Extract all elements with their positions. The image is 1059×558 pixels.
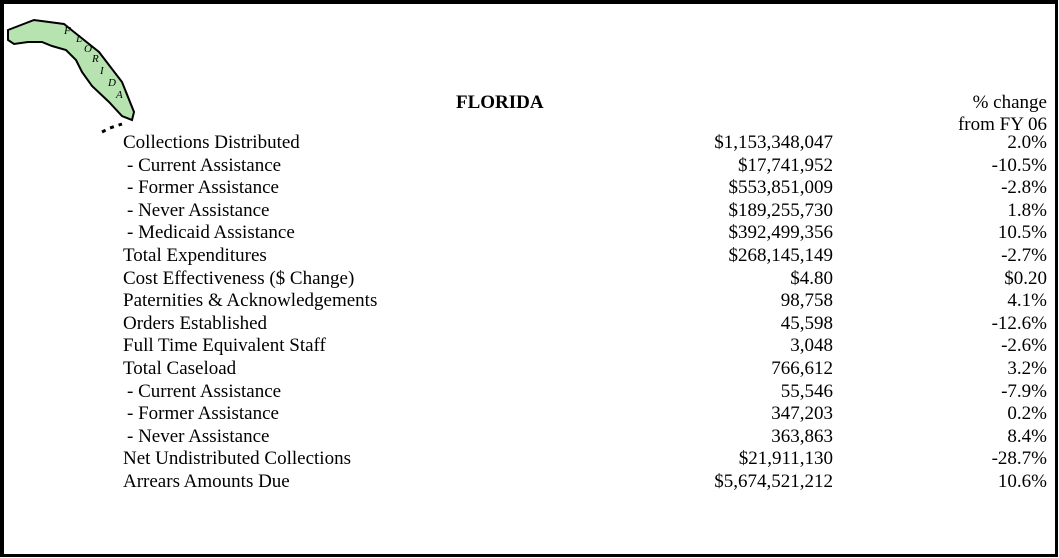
row-label: Cost Effectiveness ($ Change) [123,267,355,289]
row-value: $17,741,952 [738,154,833,176]
row-change: $0.20 [1004,267,1047,289]
map-letter: D [107,77,116,89]
row-change: 3.2% [1007,358,1047,379]
row-value: 45,598 [780,312,833,334]
row-change: -12.6% [991,312,1047,334]
row-value: $189,255,730 [728,199,834,221]
row-label: Total Caseload [123,358,237,379]
row-value: 363,863 [771,425,833,447]
row-label: - Current Assistance [127,380,282,402]
row-change: 2.0% [1007,132,1047,153]
row-value: 766,612 [771,358,833,379]
row-label: Full Time Equivalent Staff [123,335,326,357]
row-change: -7.9% [1001,380,1047,402]
row-value: 98,758 [780,290,833,312]
row-value: $5,674,521,212 [714,471,833,492]
map-letter: O [84,43,92,55]
row-label: Paternities & Acknowledgements [123,290,378,312]
row-value: 55,546 [780,380,833,402]
row-value: $392,499,356 [728,222,834,244]
header-change-period: from FY 06 [957,114,1047,135]
row-label: Total Expenditures [123,245,267,266]
map-letter: I [99,65,105,77]
row-label: - Medicaid Assistance [127,222,295,244]
row-change: 1.8% [1007,199,1047,221]
row-value: 3,048 [790,335,833,357]
title: FLORIDA [456,92,544,113]
row-value: 347,203 [771,403,833,425]
map-letter: F [63,25,71,37]
row-label: - Current Assistance [127,154,282,176]
row-change: 4.1% [1007,290,1047,312]
map-letter: L [75,33,82,45]
row-change: -2.7% [1001,245,1047,266]
row-label: - Never Assistance [127,425,270,447]
row-value: $553,851,009 [728,177,834,199]
row-label: Net Undistributed Collections [123,448,351,470]
row-value: $1,153,348,047 [714,132,833,153]
row-label: - Former Assistance [127,403,279,425]
row-change: 10.6% [997,471,1047,492]
row-change: 10.5% [997,222,1047,244]
row-label: - Never Assistance [127,199,270,221]
row-change: 8.4% [1007,425,1047,447]
row-value: $4.80 [790,267,833,289]
row-change: -28.7% [991,448,1047,470]
row-change: -10.5% [991,154,1047,176]
row-label: Arrears Amounts Due [123,471,290,492]
map-letter: A [115,89,123,101]
florida-map-icon: FLORIDA [7,18,136,134]
row-label: Orders Established [123,312,268,334]
row-label: Collections Distributed [123,132,300,153]
row-change: -2.8% [1001,177,1047,199]
row-change: 0.2% [1007,403,1047,425]
row-label: - Former Assistance [127,177,279,199]
row-value: $21,911,130 [738,448,833,470]
header-change: % change [972,92,1047,113]
map-letter: R [91,53,99,65]
row-value: $268,145,149 [728,245,834,266]
row-change: -2.6% [1001,335,1047,357]
